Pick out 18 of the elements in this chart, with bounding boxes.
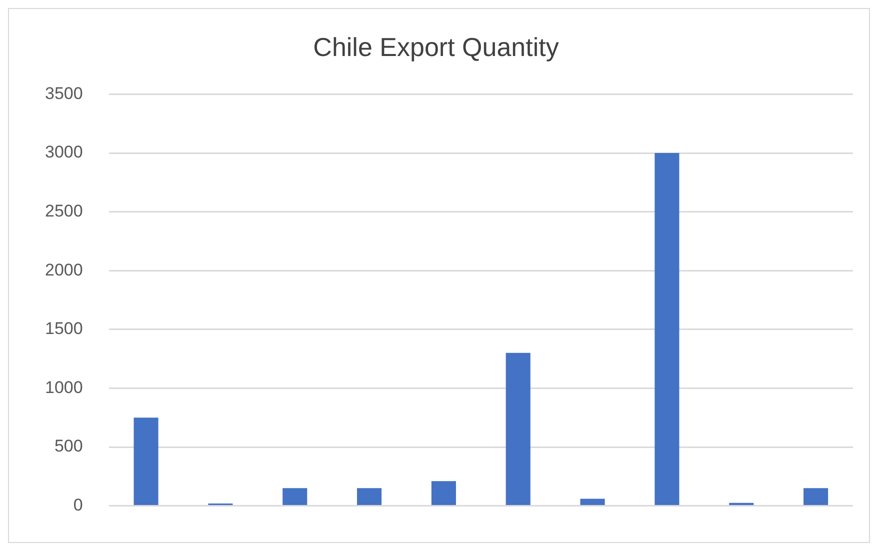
y-tick-label: 2000 [44, 260, 83, 280]
y-tick-label: 0 [73, 495, 83, 514]
y-tick-label: 1000 [44, 378, 83, 397]
y-tick-label: 1500 [44, 319, 83, 338]
bar [580, 498, 605, 506]
bar [134, 418, 158, 506]
bar [282, 488, 308, 506]
y-tick-label: 3000 [44, 142, 83, 162]
bar [506, 352, 530, 506]
y-tick-label: 500 [54, 436, 83, 456]
y-tick-label: 2500 [44, 201, 83, 220]
bar [654, 153, 680, 506]
y-tick-label: 3500 [44, 84, 83, 103]
chart-title: Chile Export Quantity [313, 32, 559, 62]
bar [431, 481, 456, 506]
bar [804, 488, 828, 506]
bar [729, 502, 754, 506]
bar [357, 488, 382, 506]
